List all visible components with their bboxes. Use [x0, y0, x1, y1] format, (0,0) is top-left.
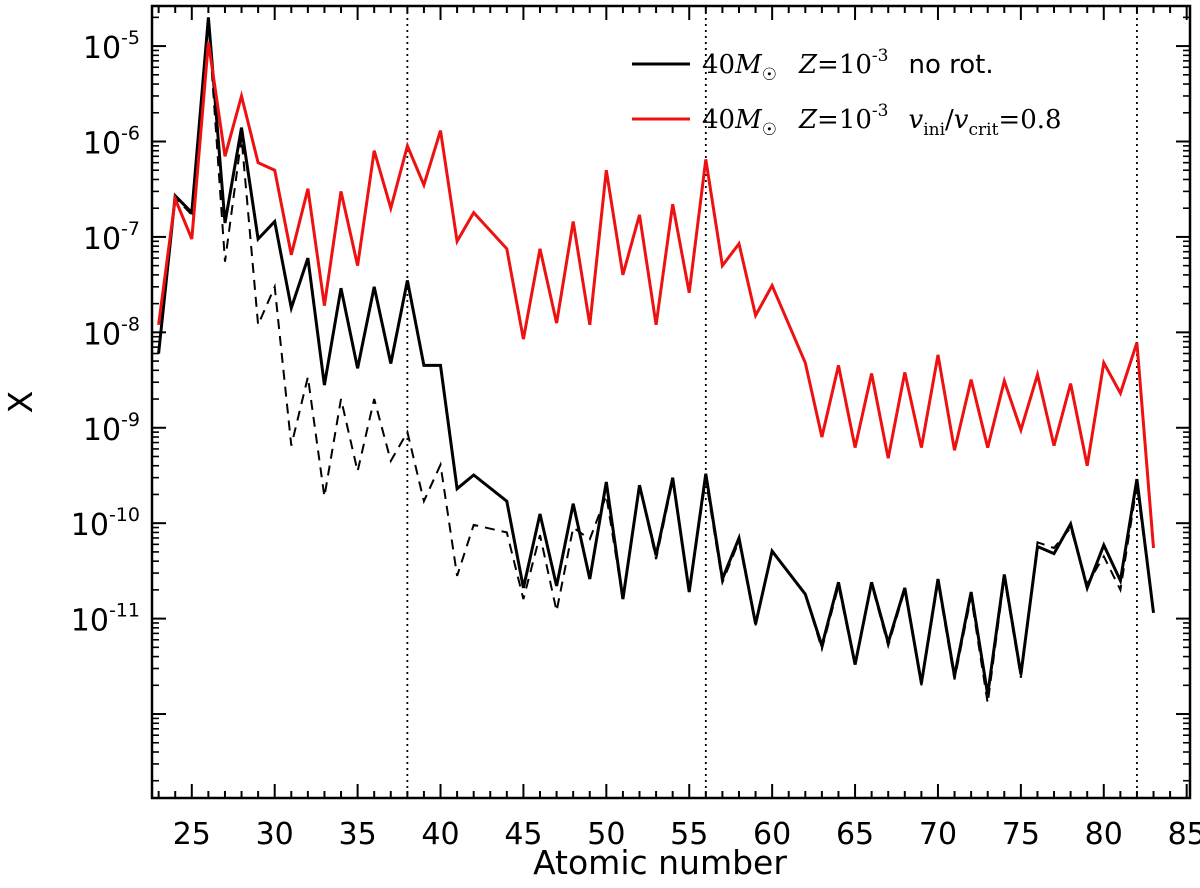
legend-z-symbol: Z — [798, 50, 818, 80]
legend-velocity-subscript-ini: ini — [923, 120, 945, 140]
y-tick-label: 10-9 — [83, 409, 140, 448]
x-tick-label: 40 — [421, 817, 459, 852]
legend-entry-no-rotation: 40M☉ Z=10-3 no rot. — [632, 46, 994, 85]
x-axis-title: Atomic number — [533, 843, 787, 882]
legend-velocity-symbol: v — [908, 105, 923, 135]
y-tick-label: 10-8 — [83, 313, 140, 352]
y-tick-label: 10-7 — [83, 218, 140, 257]
legend-velocity-subscript-crit: crit — [968, 120, 998, 140]
legend-z-equals: =10 — [817, 50, 872, 80]
legend-z-equals: =10 — [817, 105, 872, 135]
legend-label-rotating: 40M☉ Z=10-3 vini/vcrit=0.8 — [702, 101, 1062, 140]
legend-mass-symbol: M — [734, 105, 763, 135]
legend-mass: 40 — [702, 105, 735, 135]
legend-mass-symbol: M — [734, 50, 763, 80]
legend-mass: 40 — [702, 50, 735, 80]
y-tick-base: 10 — [83, 222, 121, 257]
x-tick-label: 80 — [1085, 817, 1123, 852]
x-tick-labels: 25 30 35 40 45 50 55 60 65 70 75 80 85 — [173, 817, 1200, 852]
series-lines — [157, 17, 1155, 704]
y-tick-label: 10-10 — [71, 504, 140, 543]
x-tick-label: 60 — [753, 817, 791, 852]
y-tick-label: 10-6 — [83, 122, 140, 161]
plot-background — [152, 6, 1190, 798]
x-tick-label: 30 — [256, 817, 294, 852]
y-tick-label: 10-11 — [71, 600, 140, 639]
y-tick-base: 10 — [83, 413, 121, 448]
legend: 40M☉ Z=10-3 no rot. 40M☉ Z=10-3 vini/vcrit=0… — [632, 46, 1062, 140]
y-tick-base: 10 — [83, 31, 121, 66]
y-tick-exponent: -6 — [121, 122, 140, 144]
legend-velocity-slash: / — [945, 105, 954, 135]
y-tick-base: 10 — [71, 508, 109, 543]
legend-sun-subscript: ☉ — [762, 65, 777, 85]
series-line-rotating — [157, 41, 1155, 549]
y-tick-exponent: -10 — [109, 504, 140, 526]
y-tick-base: 10 — [83, 317, 121, 352]
x-tick-label: 75 — [1002, 817, 1040, 852]
x-tick-label: 65 — [836, 817, 874, 852]
legend-velocity-value: =0.8 — [998, 105, 1061, 135]
x-tick-label: 45 — [504, 817, 542, 852]
y-tick-base: 10 — [83, 126, 121, 161]
x-tick-label: 70 — [919, 817, 957, 852]
x-tick-label: 50 — [587, 817, 625, 852]
y-tick-base: 10 — [71, 604, 109, 639]
y-axis-title: X — [1, 391, 40, 414]
reference-lines — [406, 6, 1138, 798]
y-tick-exponent: -5 — [121, 27, 140, 49]
y-tick-label: 10-5 — [83, 27, 140, 66]
legend-z-exponent: -3 — [872, 46, 889, 66]
y-tick-exponent: -11 — [109, 600, 140, 622]
series-line-no-rotation — [157, 17, 1155, 695]
y-tick-exponent: -7 — [121, 218, 140, 240]
legend-note-no-rotation: no rot. — [908, 50, 993, 80]
legend-sun-subscript: ☉ — [762, 120, 777, 140]
legend-z-symbol: Z — [798, 105, 818, 135]
plot-frame — [150, 4, 1192, 800]
x-tick-label: 55 — [670, 817, 708, 852]
legend-entry-rotating: 40M☉ Z=10-3 vini/vcrit=0.8 — [632, 101, 1062, 140]
x-tick-label: 35 — [339, 817, 377, 852]
legend-z-exponent: -3 — [872, 101, 889, 121]
y-tick-exponent: -8 — [121, 313, 140, 335]
legend-label-no-rotation: 40M☉ Z=10-3 no rot. — [702, 46, 994, 85]
x-tick-label: 25 — [173, 817, 211, 852]
y-tick-exponent: -9 — [121, 409, 140, 431]
legend-velocity-symbol-crit: v — [954, 105, 969, 135]
x-tick-label: 85 — [1168, 817, 1200, 852]
